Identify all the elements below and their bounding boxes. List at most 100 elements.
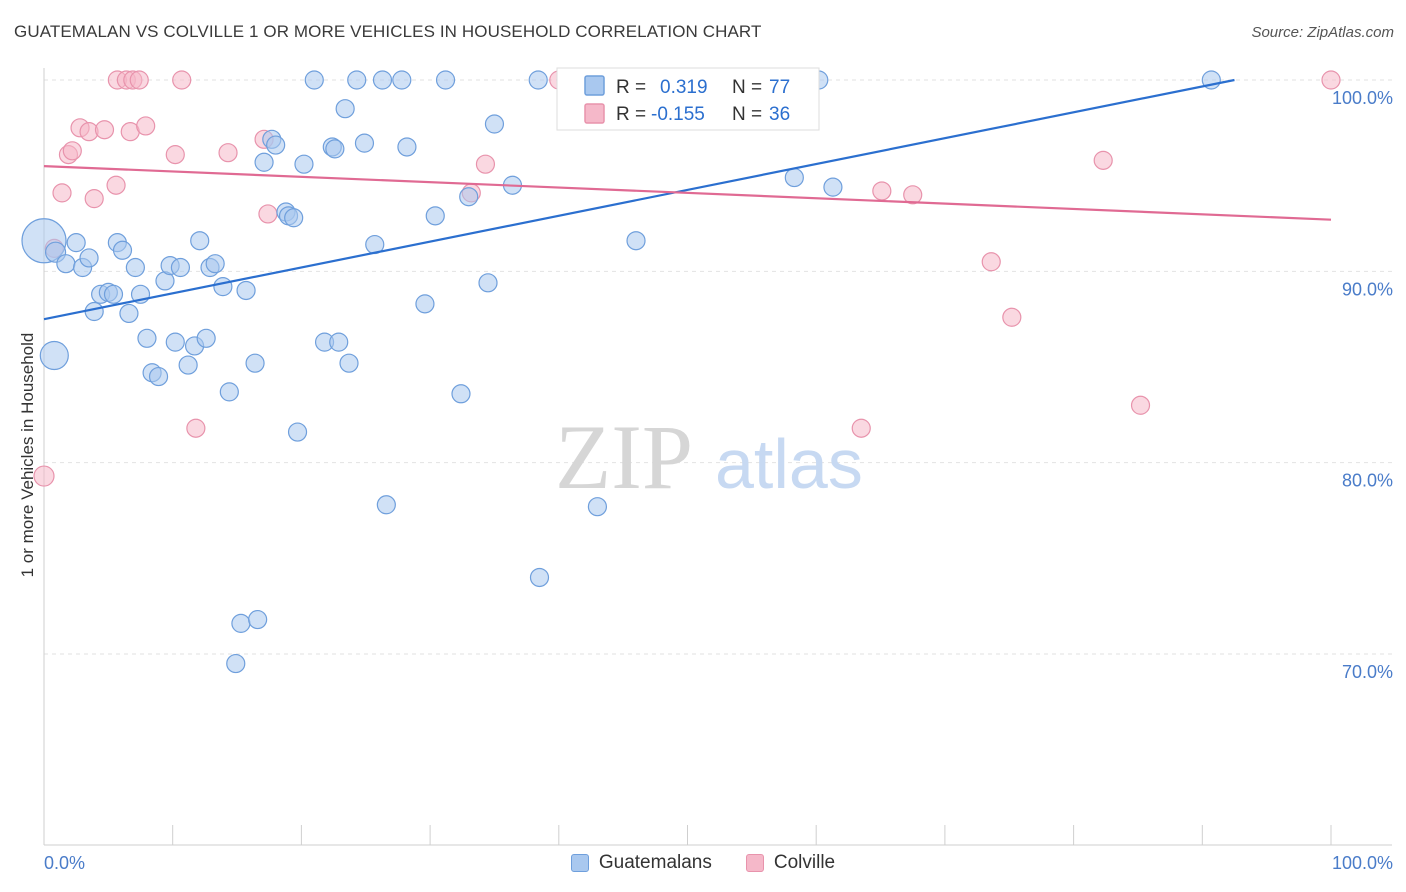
legend-blue-r-label: R =	[616, 77, 646, 98]
colville-point[interactable]	[129, 70, 149, 90]
guatemalans-point[interactable]	[478, 273, 498, 293]
guatemalans-point[interactable]	[287, 422, 308, 442]
trendlines	[43, 78, 1332, 321]
legend-colville-swatch	[745, 854, 764, 872]
guatemalans-point[interactable]	[137, 328, 157, 348]
guatemalans-point[interactable]	[823, 177, 843, 197]
guatemalans-point[interactable]	[784, 167, 804, 188]
guatemalans-point[interactable]	[294, 154, 314, 174]
guatemalans-point[interactable]	[354, 133, 375, 153]
guatemalans-point[interactable]	[79, 248, 99, 268]
guatemalans-point[interactable]	[266, 135, 286, 155]
guatemalans-point[interactable]	[84, 301, 104, 322]
colville-point[interactable]	[52, 183, 72, 203]
colville-point[interactable]	[186, 418, 206, 438]
guatemalans-point[interactable]	[119, 303, 139, 324]
guatemalans-point[interactable]	[148, 366, 169, 387]
guatemalans-point[interactable]	[587, 497, 608, 517]
watermark-atlas: atlas	[715, 425, 863, 503]
legend-pink-r-label: R =	[616, 104, 646, 125]
colville-point[interactable]	[33, 465, 55, 487]
colville-point[interactable]	[1002, 307, 1022, 327]
legend-colville-label: Colville	[773, 852, 836, 873]
legend-pink-swatch	[584, 103, 605, 124]
watermark-zip: ZIP	[555, 406, 693, 508]
guatemalans-point[interactable]	[196, 328, 216, 348]
colville-point[interactable]	[218, 143, 238, 163]
colville-point[interactable]	[84, 189, 104, 209]
guatemalans-point[interactable]	[219, 382, 239, 402]
legend-blue-n-value: 77	[769, 77, 790, 98]
colville-point[interactable]	[165, 145, 185, 165]
guatemalans-point[interactable]	[56, 254, 76, 274]
guatemalans-point[interactable]	[112, 240, 133, 260]
guatemalans-point[interactable]	[528, 70, 548, 90]
watermark: ZIP atlas	[555, 406, 863, 508]
legend-blue-n-label: N =	[732, 77, 762, 98]
guatemalans-point[interactable]	[236, 280, 256, 301]
guatemalans-point[interactable]	[529, 567, 550, 588]
y-tick-label: 80.0%	[1342, 471, 1393, 491]
guatemalans-point[interactable]	[435, 70, 456, 90]
guatemalans-point[interactable]	[339, 353, 359, 373]
guatemalans-point[interactable]	[304, 70, 324, 90]
guatemalans-point[interactable]	[205, 254, 225, 274]
legend-item-guatemalans[interactable]: Guatemalans	[570, 852, 712, 874]
guatemalans-point[interactable]	[190, 231, 210, 251]
colville-point[interactable]	[94, 120, 115, 140]
guatemalans-point[interactable]	[226, 653, 246, 674]
guatemalans-point[interactable]	[284, 208, 304, 228]
colville-point[interactable]	[475, 154, 496, 174]
guatemalans-point[interactable]	[254, 152, 274, 172]
source-label: Source: ZipAtlas.com	[1251, 24, 1394, 41]
colville-point[interactable]	[1093, 150, 1113, 170]
guatemalans-point[interactable]	[372, 70, 393, 90]
guatemalans-point[interactable]	[626, 231, 646, 251]
colville-point[interactable]	[136, 116, 156, 136]
colville-point[interactable]	[851, 418, 871, 438]
guatemalans-point[interactable]	[39, 340, 69, 371]
guatemalans-point[interactable]	[484, 114, 505, 134]
guatemalans-point[interactable]	[392, 70, 412, 90]
guatemalans-point[interactable]	[66, 233, 86, 253]
legend-blue-swatch	[584, 75, 605, 96]
guatemalans-point[interactable]	[397, 137, 417, 157]
guatemalans-point[interactable]	[325, 139, 345, 159]
legend-guatemalans-label: Guatemalans	[598, 852, 712, 873]
y-tick-label: 100.0%	[1332, 88, 1393, 108]
guatemalans-point[interactable]	[248, 609, 268, 630]
colville-point[interactable]	[981, 252, 1001, 272]
colville-point[interactable]	[62, 141, 82, 161]
guatemalans-point[interactable]	[329, 332, 349, 352]
guatemalans-point[interactable]	[245, 353, 265, 373]
colville-point[interactable]	[258, 204, 278, 224]
guatemalans-point[interactable]	[178, 355, 198, 375]
guatemalans-point[interactable]	[231, 613, 251, 633]
guatemalans-point[interactable]	[451, 384, 471, 404]
y-tick-label: 90.0%	[1342, 279, 1393, 299]
guatemalans-point[interactable]	[170, 257, 191, 278]
guatemalans-point[interactable]	[415, 294, 435, 314]
guatemalans-point[interactable]	[335, 99, 355, 119]
guatemalans-point[interactable]	[125, 257, 145, 278]
guatemalans-point[interactable]	[165, 332, 185, 352]
guatemalans-trendline	[43, 78, 1235, 321]
guatemalans-point[interactable]	[347, 70, 367, 90]
guatemalans-point[interactable]	[213, 277, 233, 297]
colville-point[interactable]	[1321, 70, 1341, 90]
colville-trendline	[43, 165, 1332, 221]
colville-point[interactable]	[872, 181, 892, 201]
guatemalans-point[interactable]	[425, 206, 445, 226]
colville-point[interactable]	[172, 70, 192, 90]
legend-item-colville[interactable]: Colville	[745, 852, 836, 874]
series-legend: Guatemalans Colville	[0, 852, 1406, 874]
y-tick-label: 70.0%	[1342, 662, 1393, 682]
stats-legend: R = 0.319 N = 77 R = -0.155 N = 36	[556, 67, 820, 131]
colville-point[interactable]	[903, 185, 923, 205]
colville-point[interactable]	[1130, 395, 1151, 415]
x-tick-label: 100.0%	[1332, 853, 1393, 873]
guatemalans-point[interactable]	[103, 284, 124, 304]
colville-point[interactable]	[106, 175, 126, 195]
guatemalans-point[interactable]	[459, 187, 479, 207]
guatemalans-point[interactable]	[376, 495, 396, 515]
